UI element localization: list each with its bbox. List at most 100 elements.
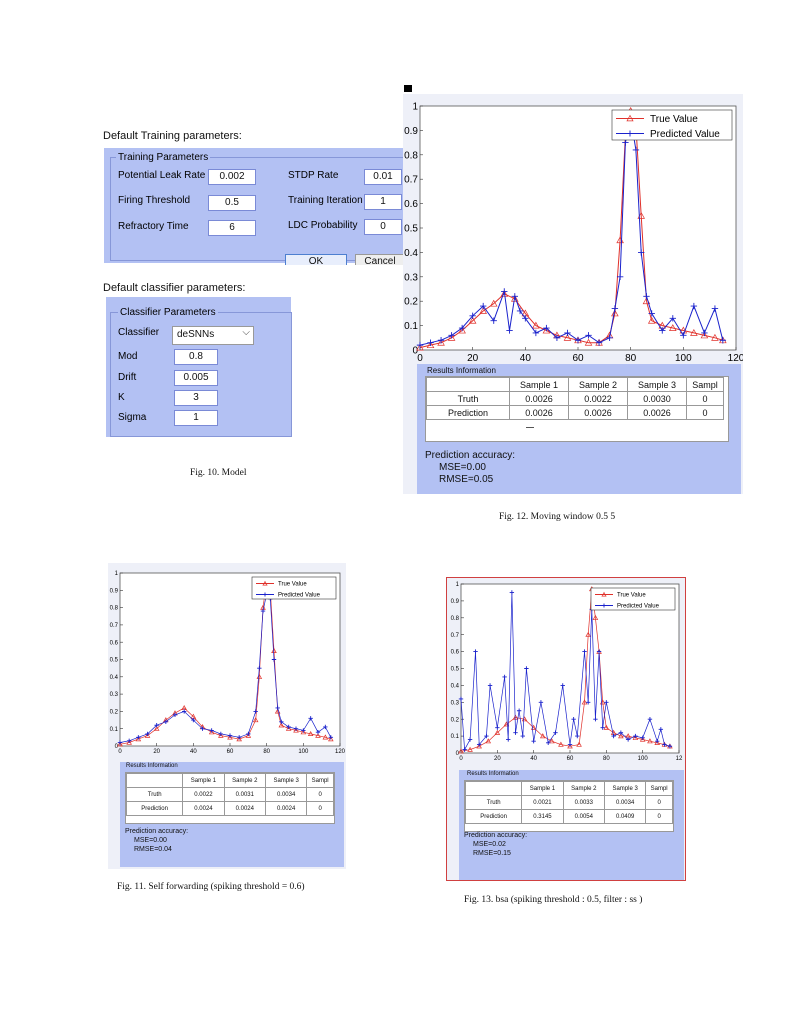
data-point bbox=[647, 738, 653, 744]
fig12-table-area: Sample 1 Sample 2 Sample 3 Sampl Truth 0… bbox=[425, 376, 729, 442]
y-tick-label: 0.5 bbox=[110, 658, 119, 664]
row-header: Truth bbox=[126, 787, 184, 802]
data-point bbox=[506, 327, 513, 334]
data-point bbox=[595, 339, 603, 346]
col-header: Sample 3 bbox=[627, 377, 687, 392]
legend-label: True Value bbox=[650, 114, 698, 125]
table-cell: 0.0026 bbox=[509, 405, 569, 420]
data-point bbox=[700, 331, 709, 339]
data-point bbox=[690, 302, 698, 310]
table-cell: 0.0031 bbox=[223, 787, 266, 802]
scroll-handle[interactable] bbox=[526, 427, 534, 428]
data-point bbox=[643, 293, 650, 300]
data-point bbox=[301, 728, 306, 733]
data-point bbox=[711, 305, 719, 312]
data-point bbox=[416, 341, 424, 349]
data-point bbox=[153, 725, 160, 731]
fig11-results-title: Results Information bbox=[126, 763, 178, 769]
data-point bbox=[426, 341, 435, 349]
data-point bbox=[632, 734, 639, 740]
data-point bbox=[549, 738, 555, 744]
table-cell: 0.0022 bbox=[568, 391, 628, 406]
x-tick-label: 120 bbox=[335, 749, 346, 755]
fig13-results-panel: Results Information Sample 1 Sample 2 Sa… bbox=[459, 770, 684, 880]
legend-marker bbox=[602, 603, 606, 608]
data-point bbox=[227, 734, 233, 740]
input-refractory-time[interactable]: 6 bbox=[208, 220, 256, 236]
fig10-classifier-header: Default classifier parameters: bbox=[103, 282, 246, 294]
data-point bbox=[647, 717, 653, 722]
fig13-table-area: Sample 1 Sample 2 Sample 3 Sampl Truth 0… bbox=[464, 780, 674, 832]
fig12-titlebar bbox=[403, 82, 743, 94]
input-ldc-probability[interactable]: 0 bbox=[364, 219, 402, 235]
data-point bbox=[655, 738, 660, 744]
col-header: Sample 3 bbox=[603, 781, 647, 796]
data-point bbox=[458, 326, 466, 334]
table-cell: 0 bbox=[686, 405, 724, 420]
input-potential-leak-rate[interactable]: 0.002 bbox=[208, 169, 256, 185]
fig13-mse: MSE=0.02 bbox=[473, 841, 506, 848]
data-point bbox=[632, 146, 640, 154]
data-point bbox=[564, 329, 571, 337]
data-point bbox=[487, 683, 493, 688]
x-tick-label: 120 bbox=[728, 353, 743, 364]
y-tick-label: 0 bbox=[456, 751, 460, 757]
label-k: K bbox=[118, 392, 125, 403]
label-ldc-probability: LDC Probability bbox=[288, 220, 358, 231]
y-tick-label: 0.9 bbox=[451, 599, 460, 605]
data-point bbox=[476, 743, 482, 749]
input-k[interactable]: 3 bbox=[174, 390, 218, 406]
data-point bbox=[574, 337, 582, 344]
x-tick-label: 40 bbox=[520, 353, 532, 364]
data-point bbox=[543, 324, 550, 332]
fig11-results-panel: Results Information Sample 1 Sample 2 Sa… bbox=[120, 762, 344, 867]
x-tick-label: 80 bbox=[263, 749, 270, 755]
input-mod[interactable]: 0.8 bbox=[174, 349, 218, 365]
data-point bbox=[117, 741, 123, 747]
data-point bbox=[236, 736, 242, 742]
data-point bbox=[669, 315, 676, 322]
data-point bbox=[563, 333, 572, 341]
data-point bbox=[538, 700, 544, 705]
plot-area bbox=[460, 583, 680, 754]
data-point bbox=[271, 647, 277, 653]
fig12-accuracy-title: Prediction accuracy: bbox=[425, 450, 516, 461]
input-drift[interactable]: 0.005 bbox=[174, 370, 218, 386]
ok-button[interactable]: OK bbox=[285, 254, 347, 265]
fig12-rmse: RMSE=0.05 bbox=[439, 474, 494, 485]
fig12-window: 0 0.1 0.2 0.3 0.4 0.5 0.6 0.7 0.8 0.9 1 0 20 40 60 80 10… bbox=[403, 82, 743, 494]
y-tick-label: 0.6 bbox=[110, 640, 119, 646]
data-point bbox=[596, 649, 602, 654]
table-cell: 0 bbox=[645, 795, 673, 810]
data-point bbox=[163, 719, 169, 724]
series-line bbox=[419, 109, 723, 349]
data-point bbox=[467, 746, 473, 752]
label-stdp-rate: STDP Rate bbox=[288, 170, 339, 181]
y-tick-label: 0.1 bbox=[404, 321, 418, 332]
data-point bbox=[611, 733, 616, 739]
input-sigma[interactable]: 1 bbox=[174, 410, 218, 426]
data-point bbox=[509, 590, 515, 595]
y-tick-label: 0.5 bbox=[404, 224, 418, 235]
cancel-button[interactable]: Cancel bbox=[355, 254, 405, 265]
data-point bbox=[584, 338, 593, 346]
data-point bbox=[315, 732, 321, 738]
classifier-dropdown[interactable]: deSNNs ⌵ bbox=[172, 326, 254, 345]
x-tick-label: 12 bbox=[676, 756, 683, 762]
legend-label: Predicted Value bbox=[278, 593, 321, 599]
label-drift: Drift bbox=[118, 372, 137, 383]
x-tick-label: 80 bbox=[603, 756, 610, 762]
table-cell: 0.0021 bbox=[521, 795, 564, 810]
input-stdp-rate[interactable]: 0.01 bbox=[364, 169, 402, 185]
data-point bbox=[286, 724, 291, 730]
label-firing-threshold: Firing Threshold bbox=[118, 195, 191, 206]
data-point bbox=[690, 328, 698, 336]
data-point bbox=[480, 302, 487, 310]
x-tick-label: 20 bbox=[494, 756, 501, 762]
input-firing-threshold[interactable]: 0.5 bbox=[208, 195, 256, 211]
y-tick-label: 0.5 bbox=[451, 667, 460, 673]
table-cell: 0.0024 bbox=[182, 801, 225, 816]
data-point bbox=[616, 273, 624, 280]
data-point bbox=[658, 727, 664, 732]
input-training-iteration[interactable]: 1 bbox=[364, 194, 402, 210]
